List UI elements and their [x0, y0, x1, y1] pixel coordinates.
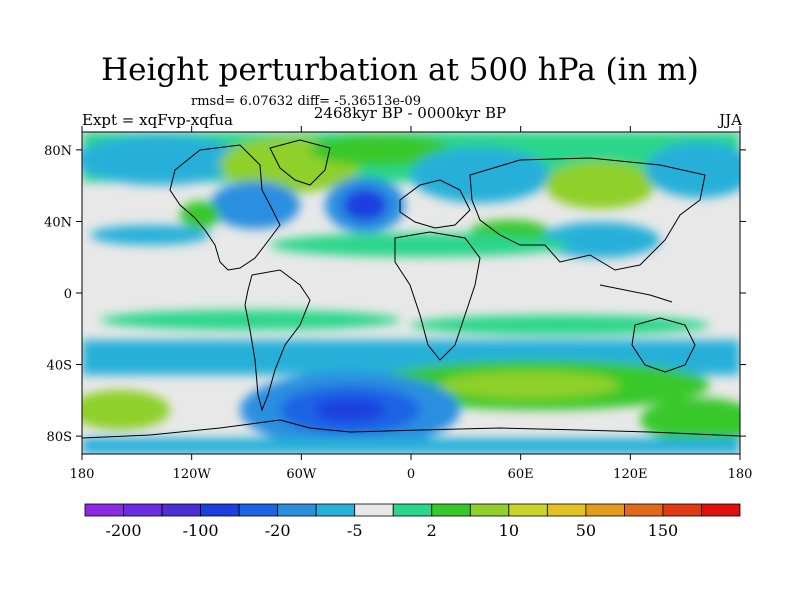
colorbar-swatch: [508, 503, 548, 517]
lon-tick-label: 60W: [286, 467, 317, 482]
lon-tick-label: 120E: [613, 467, 647, 482]
colorbar-swatch: [315, 503, 356, 517]
lon-tick-label: 180: [728, 467, 753, 482]
south-pacific-green: [640, 398, 740, 442]
lat-tick-label: 40N: [44, 215, 72, 230]
colorbar-swatch: [84, 503, 124, 517]
colorbar-swatch: [161, 503, 201, 517]
lon-tick-label: 60E: [508, 467, 534, 482]
experiment-label: Expt = xqFvp-xqfua: [82, 111, 233, 129]
lat-tick-label: 80S: [47, 430, 72, 445]
indonesia-coast: [599, 284, 673, 303]
period-label: 2468kyr BP - 0000kyr BP: [313, 104, 507, 122]
asia-coast: [469, 157, 706, 271]
colorbar-swatch: [392, 503, 433, 517]
colorbar-swatch: [354, 503, 394, 517]
stats-label: rmsd= 6.07632 diff= -5.36513e-09: [191, 94, 421, 109]
lon-tick-label: 0: [407, 467, 415, 482]
europe-coast: [399, 179, 471, 229]
colorbar-swatch: [546, 503, 587, 517]
atlantic-low-core: [343, 189, 387, 221]
colorbar-swatch: [624, 503, 664, 517]
colorbar-label: -200: [106, 521, 142, 540]
pacific-arctic-cyan: [645, 142, 740, 198]
pacific-cyan-band: [90, 225, 210, 245]
tropic-north-teal: [270, 233, 570, 257]
coastlines: [82, 139, 740, 439]
south-indian-yellowgreen: [440, 371, 620, 399]
colorbar-label: 10: [499, 521, 519, 540]
colorbar-swatch: [123, 503, 163, 517]
lon-tick-label: 180: [70, 467, 95, 482]
season-label: JJA: [719, 111, 742, 129]
colorbar-swatch: [701, 503, 741, 517]
south-pacific-west-yellowgreen: [82, 390, 170, 430]
antarctica-coast: [82, 419, 740, 439]
tropic-south-teal-west: [100, 310, 400, 330]
siberia-cyan: [410, 147, 550, 203]
colorbar: -200 -100 -20 -5 2 10 50 150: [84, 503, 741, 540]
lat-tick-label: 40S: [47, 359, 72, 374]
africa-coast: [394, 231, 481, 361]
colorbar-label: 2: [427, 521, 437, 540]
arctic-cyan-west: [82, 135, 245, 185]
north-atlantic-green: [310, 134, 450, 166]
tropic-south-teal-east: [410, 315, 710, 335]
south-america-coast: [244, 269, 311, 412]
colorbar-swatch: [431, 503, 471, 517]
colorbar-swatch: [238, 503, 279, 517]
australia-coast: [631, 317, 696, 373]
north-america-blue: [210, 181, 300, 229]
axis-ticks: 180 120W 60W 0 60E 120E 180 80N 40N 0 40S 80S: [44, 126, 752, 482]
colorbar-label: -20: [265, 521, 291, 540]
colorbar-label: 150: [648, 521, 679, 540]
colorbar-swatch: [277, 503, 317, 517]
colorbar-swatch: [469, 503, 510, 517]
colorbar-swatch: [200, 503, 240, 517]
colorbar-label: -100: [183, 521, 219, 540]
colorbar-swatch: [585, 503, 625, 517]
contour-field: [82, 132, 740, 454]
colorbar-swatch: [662, 503, 702, 517]
north-america-coast: [169, 144, 281, 271]
plot-title: Height perturbation at 500 hPa (in m): [101, 52, 699, 88]
colorbar-label: 50: [576, 521, 596, 540]
lat-tick-label: 0: [64, 287, 72, 302]
eurasia-yellowgreen: [545, 161, 655, 209]
lat-tick-label: 80N: [44, 144, 72, 159]
colorbar-label: -5: [347, 521, 363, 540]
asia-cyan: [540, 222, 660, 258]
greenland-coast: [269, 139, 331, 186]
southern-low-core: [315, 398, 385, 422]
lon-tick-label: 120W: [173, 467, 212, 482]
antarctic-cyan: [82, 438, 740, 454]
pacific-green-spot: [180, 201, 220, 229]
